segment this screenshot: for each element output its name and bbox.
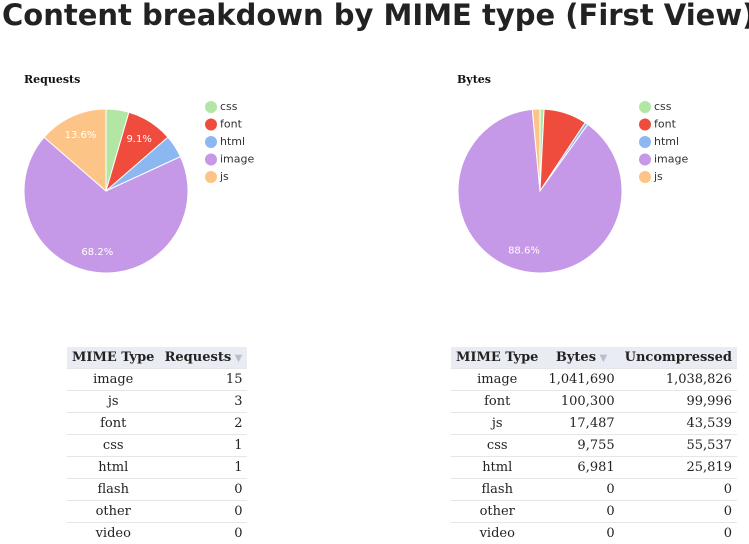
table-cell: 1,041,690 bbox=[543, 369, 619, 391]
mime-table: MIME TypeRequestsimage15js3font2css1html… bbox=[67, 347, 247, 544]
table-cell: 0 bbox=[543, 501, 619, 523]
legend-swatch bbox=[205, 171, 217, 183]
table-cell: 25,819 bbox=[620, 457, 737, 479]
table-cell: 100,300 bbox=[543, 391, 619, 413]
table-cell: css bbox=[451, 435, 543, 457]
slice-label: 88.6% bbox=[508, 245, 540, 256]
table-cell: 17,487 bbox=[543, 413, 619, 435]
legend-swatch bbox=[639, 119, 651, 131]
table-cell: 0 bbox=[159, 479, 247, 501]
pie-title: Bytes bbox=[457, 73, 491, 86]
table-cell: js bbox=[451, 413, 543, 435]
table-cell: html bbox=[67, 457, 159, 479]
column-header[interactable]: Requests bbox=[159, 347, 247, 369]
legend-label: js bbox=[219, 170, 229, 183]
legend-label: css bbox=[654, 100, 672, 113]
table-cell: 99,996 bbox=[620, 391, 737, 413]
legend-swatch bbox=[639, 154, 651, 166]
column-header[interactable]: MIME Type bbox=[67, 347, 159, 369]
table-cell: image bbox=[451, 369, 543, 391]
table-cell: 0 bbox=[620, 523, 737, 544]
table-cell: 0 bbox=[620, 479, 737, 501]
table-cell: html bbox=[451, 457, 543, 479]
legend-swatch bbox=[639, 101, 651, 113]
legend-swatch bbox=[205, 119, 217, 131]
table-cell: 15 bbox=[159, 369, 247, 391]
legend-label: css bbox=[220, 100, 238, 113]
legend-swatch bbox=[639, 136, 651, 148]
table-cell: 55,537 bbox=[620, 435, 737, 457]
column-header[interactable]: Bytes bbox=[543, 347, 619, 369]
table-cell: 2 bbox=[159, 413, 247, 435]
legend-label: image bbox=[220, 153, 254, 166]
table-cell: 3 bbox=[159, 391, 247, 413]
legend-label: js bbox=[653, 170, 663, 183]
legend-label: html bbox=[654, 135, 679, 148]
mime-table: MIME TypeBytesUncompressed image1,041,690… bbox=[451, 347, 737, 544]
table-cell: 0 bbox=[543, 479, 619, 501]
table-cell: image bbox=[67, 369, 159, 391]
table-cell: 0 bbox=[159, 523, 247, 544]
table-cell: other bbox=[67, 501, 159, 523]
table-cell: 0 bbox=[159, 501, 247, 523]
table-cell: css bbox=[67, 435, 159, 457]
legend-label: html bbox=[220, 135, 245, 148]
table-cell: js bbox=[67, 391, 159, 413]
column-header[interactable]: MIME Type bbox=[451, 347, 543, 369]
charts: Requests css 9.1% font html 68.2% image 13.6% js… bbox=[0, 0, 749, 330]
legend-swatch bbox=[205, 136, 217, 148]
legend-label: font bbox=[654, 118, 677, 131]
table-cell: 1,038,826 bbox=[620, 369, 737, 391]
legend-label: image bbox=[654, 153, 688, 166]
table-cell: 6,981 bbox=[543, 457, 619, 479]
table-cell: 9,755 bbox=[543, 435, 619, 457]
table-cell: 0 bbox=[620, 501, 737, 523]
pie-title: Requests bbox=[24, 73, 80, 86]
table-cell: 1 bbox=[159, 457, 247, 479]
table-cell: other bbox=[451, 501, 543, 523]
table-cell: 0 bbox=[543, 523, 619, 544]
legend-swatch bbox=[205, 154, 217, 166]
column-header[interactable]: Uncompressed bbox=[620, 347, 737, 369]
table-cell: video bbox=[451, 523, 543, 544]
slice-label: 68.2% bbox=[81, 247, 113, 258]
legend-swatch bbox=[205, 101, 217, 113]
table-cell: flash bbox=[67, 479, 159, 501]
table-cell: 43,539 bbox=[620, 413, 737, 435]
table-cell: flash bbox=[451, 479, 543, 501]
slice-label: 9.1% bbox=[126, 134, 151, 145]
table-cell: 1 bbox=[159, 435, 247, 457]
table-cell: font bbox=[451, 391, 543, 413]
table-cell: video bbox=[67, 523, 159, 544]
table-cell: font bbox=[67, 413, 159, 435]
legend-swatch bbox=[639, 171, 651, 183]
legend-label: font bbox=[220, 118, 243, 131]
slice-label: 13.6% bbox=[65, 130, 97, 141]
